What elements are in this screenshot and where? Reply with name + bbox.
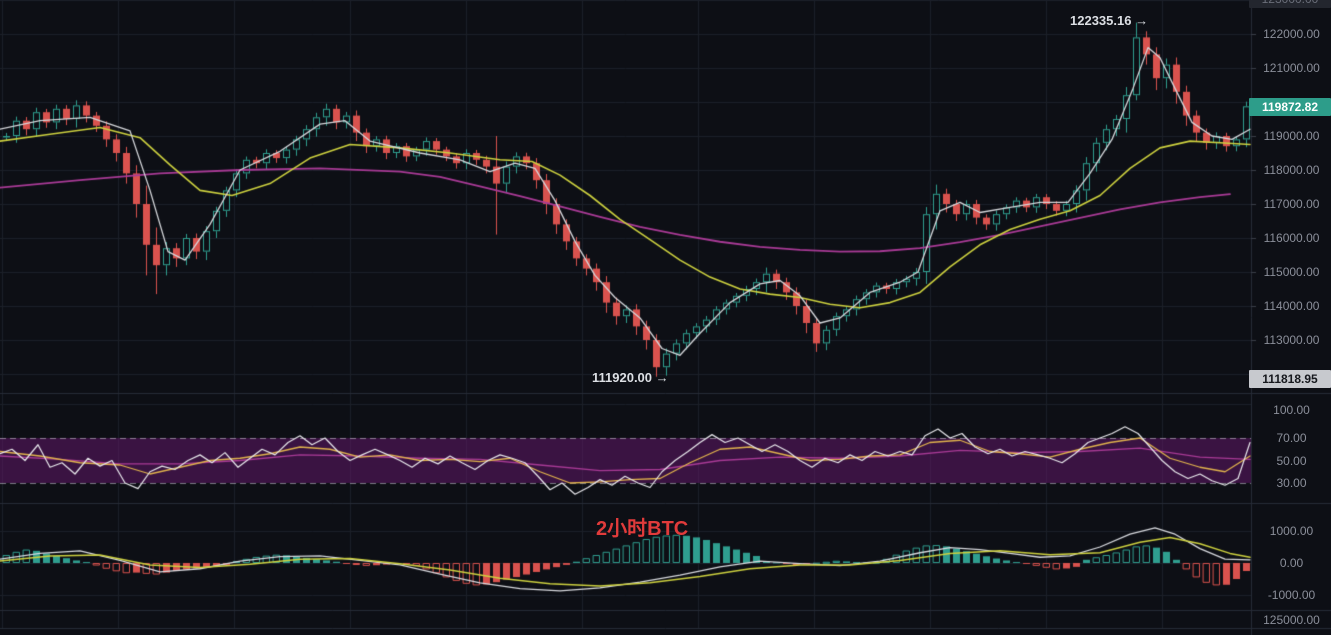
low-price-annotation: 111920.00 → xyxy=(592,370,669,385)
macd-axis-label: 1000.00 xyxy=(1269,524,1314,538)
price-axis-label: 122000.00 xyxy=(1263,27,1320,41)
rsi-axis-label: 70.00 xyxy=(1276,431,1307,445)
macd-axis-label: -1000.00 xyxy=(1267,588,1316,602)
bottom-axis-label: 125000.00 xyxy=(1263,613,1320,627)
rsi-axis-label: 30.00 xyxy=(1276,476,1307,490)
price-axis-label: 116000.00 xyxy=(1263,231,1320,245)
last-price-tag[interactable]: 119872.82 xyxy=(1249,98,1331,116)
macd-axis-label: 0.00 xyxy=(1279,556,1304,570)
price-axis-label: 118000.00 xyxy=(1263,163,1320,177)
price-axis-label: 114000.00 xyxy=(1263,299,1320,313)
pane-title-2h-btc: 2小时BTC xyxy=(596,518,689,540)
price-axis-label: 119000.00 xyxy=(1263,129,1320,143)
rsi-axis-label: 100.00 xyxy=(1273,403,1310,417)
rsi-axis-label: 50.00 xyxy=(1276,454,1307,468)
price-axis-label: 117000.00 xyxy=(1263,197,1320,211)
price-axis-label: 121000.00 xyxy=(1263,61,1320,75)
top-axis-tag: 123000.00 xyxy=(1249,0,1331,8)
high-price-annotation: 122335.16 → xyxy=(1070,13,1149,28)
price-axis-label: 113000.00 xyxy=(1263,333,1320,347)
price-axis-label: 115000.00 xyxy=(1263,265,1320,279)
secondary-price-tag[interactable]: 111818.95 xyxy=(1249,370,1331,388)
